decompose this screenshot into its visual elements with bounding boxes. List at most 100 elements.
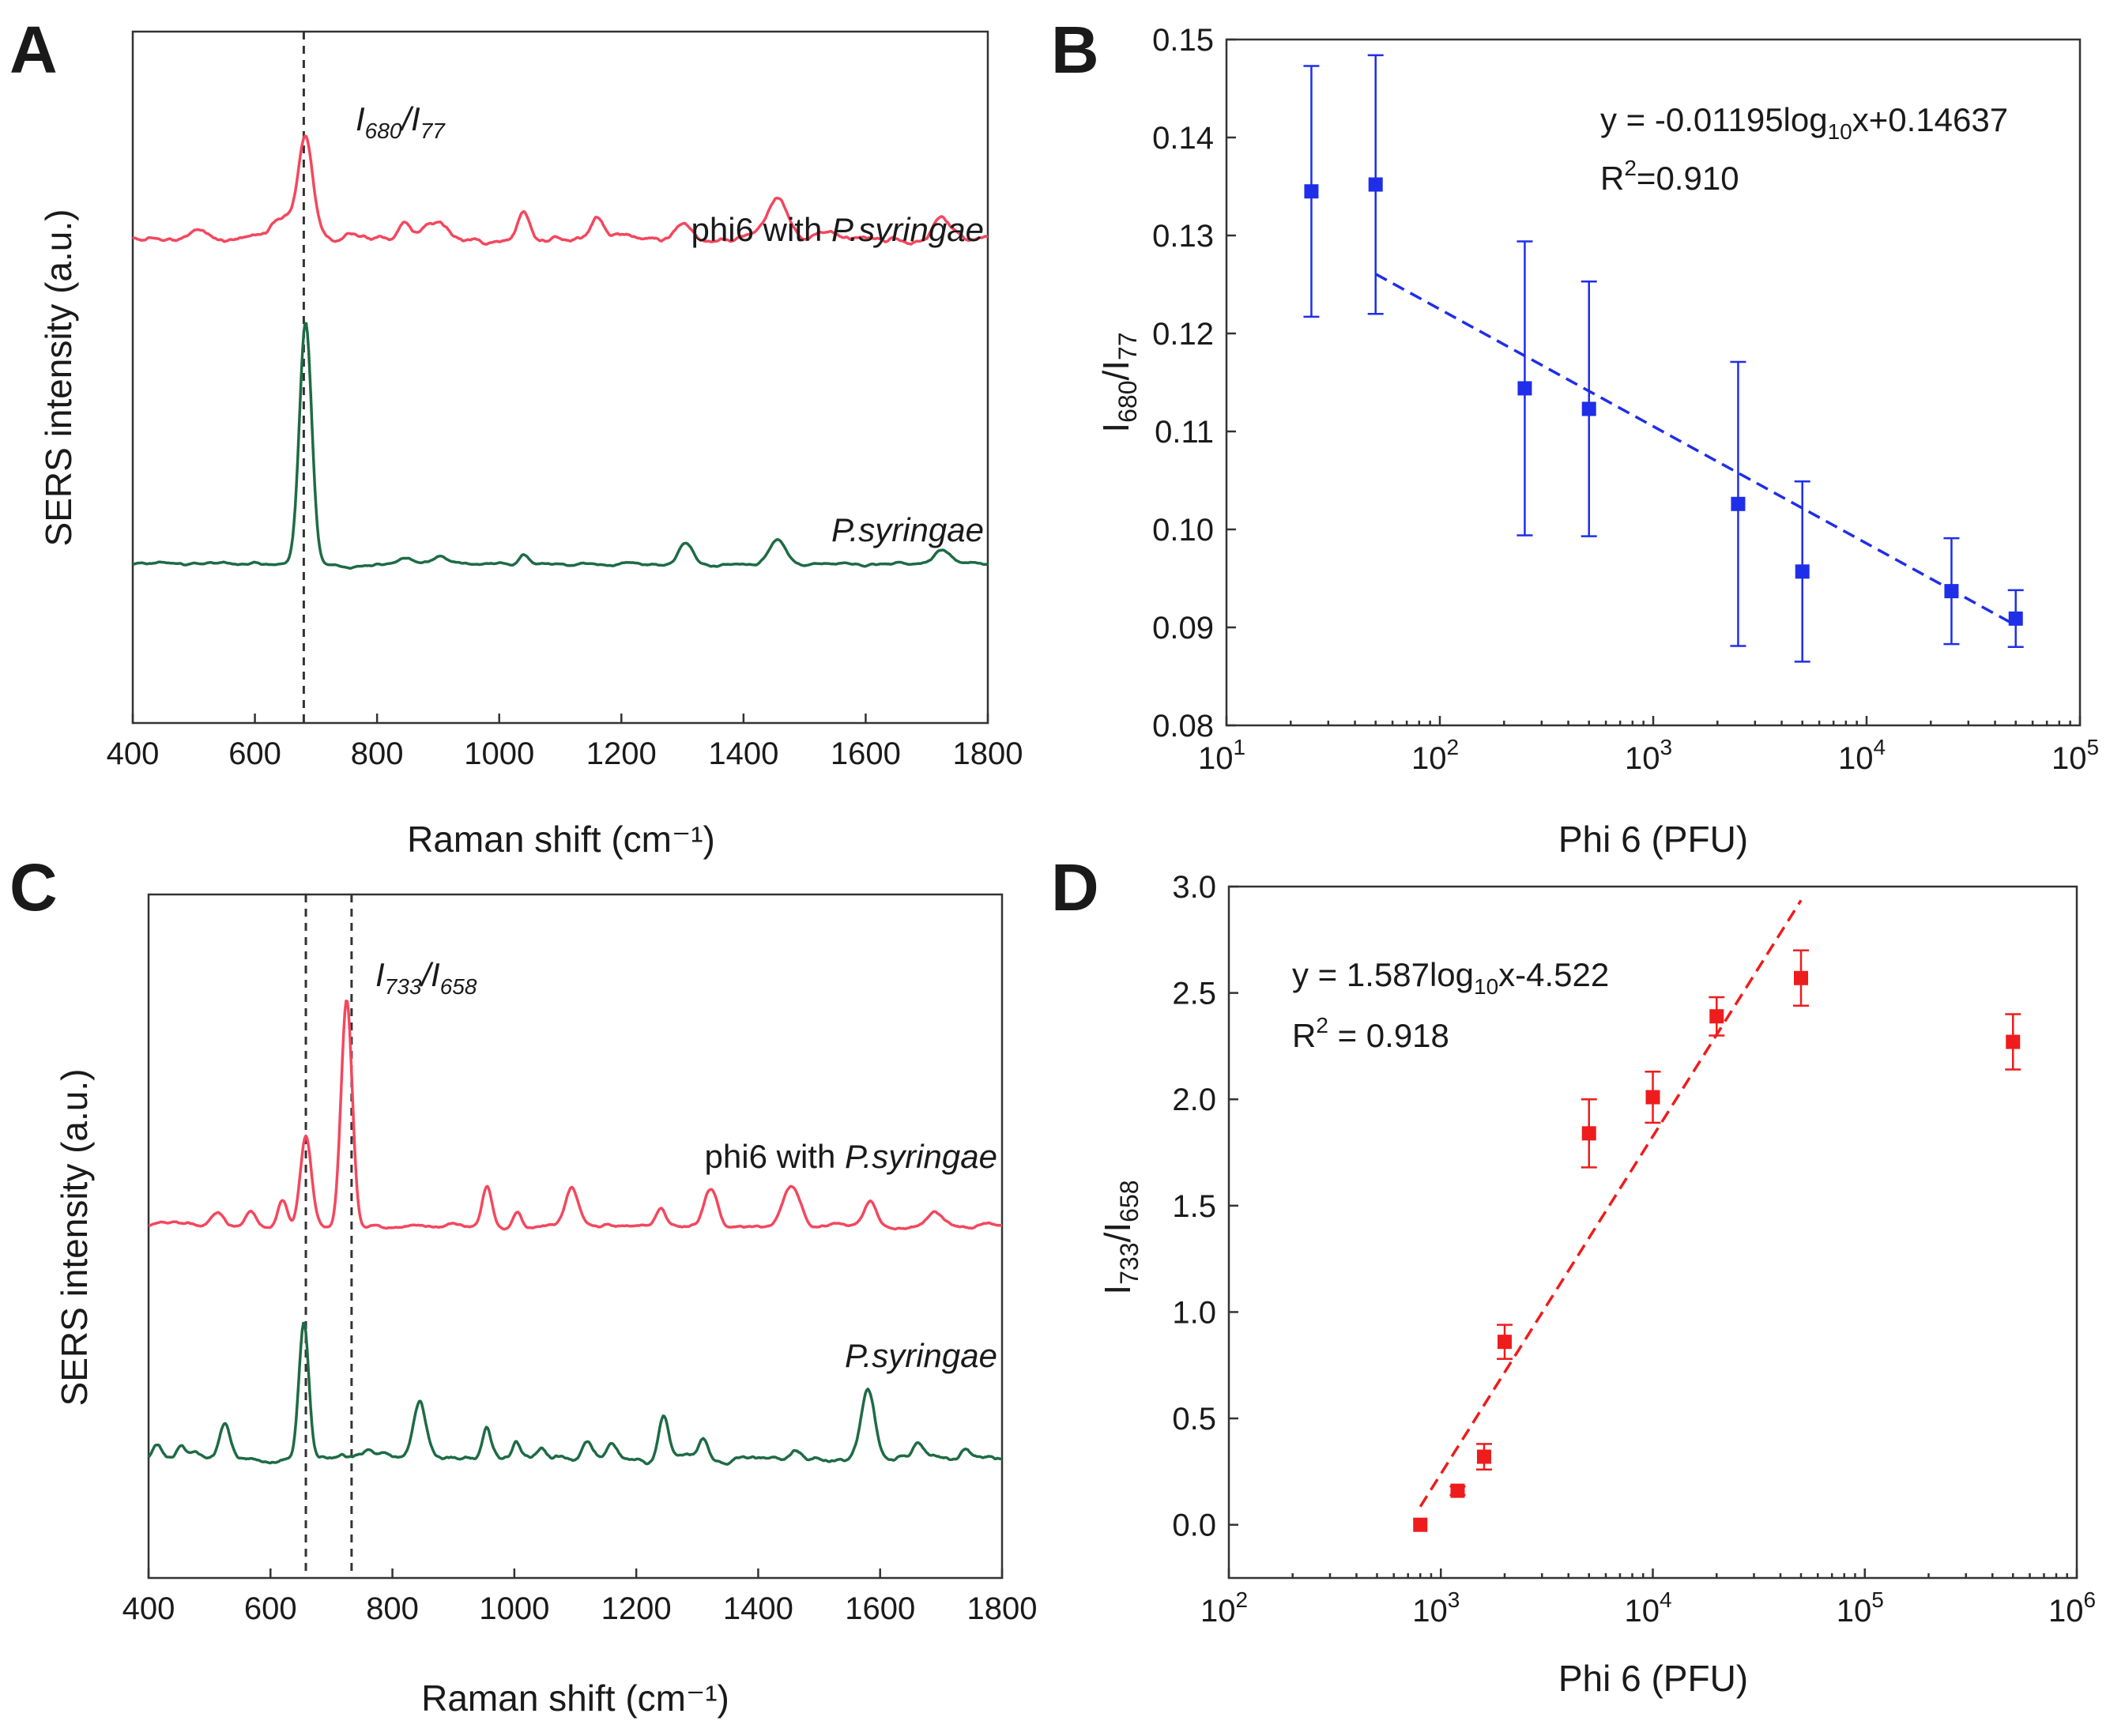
y-tick-label: 0.5 bbox=[1172, 1402, 1216, 1437]
panel-a-series-1-label: phi6 with P.syringae bbox=[691, 211, 984, 248]
data-point bbox=[1581, 401, 1596, 416]
y-tick-label: 1.0 bbox=[1172, 1295, 1216, 1330]
x-tick-label: 101 bbox=[1198, 735, 1245, 776]
panel-b-y-ticks: 0.08 0.09 0.10 0.11 0.12 0.13 0.14 0.15 bbox=[1152, 23, 1236, 744]
data-point bbox=[1795, 564, 1810, 579]
x-tick-label: 103 bbox=[1625, 735, 1672, 776]
spectrum-line-1 bbox=[148, 1000, 1003, 1231]
panel-b-x-axis-title: Phi 6 (PFU) bbox=[1558, 819, 1748, 860]
x-tick-label: 102 bbox=[1411, 735, 1459, 776]
panel-b-letter: B bbox=[1051, 13, 1099, 87]
panel-b-fit-line bbox=[1374, 273, 2017, 627]
panel-c-y-axis-title: SERS intensity (a.u.) bbox=[54, 1069, 95, 1406]
x-tick-label: 104 bbox=[1624, 1587, 1671, 1629]
panel-b-equation: y = -0.01195log10x+0.14637 bbox=[1600, 101, 2008, 144]
panel-d-x-ticks: 102 103 104 105 106 bbox=[1200, 1568, 2096, 1629]
panel-d-fit-line bbox=[1419, 899, 1803, 1508]
spectrum-line-1 bbox=[132, 134, 989, 246]
panel-d: D 0.00.51.01.52.02.53.0 102 103 104 105 106 … bbox=[1051, 850, 2096, 1699]
x-tick-label: 600 bbox=[244, 1591, 297, 1626]
y-tick-label: 0.08 bbox=[1152, 709, 1214, 744]
x-tick-label: 106 bbox=[2048, 1587, 2096, 1629]
panel-c: C 400 600 800 1000 1200 1400 1600 1800 I733/I65… bbox=[9, 850, 1037, 1719]
x-tick-label: 800 bbox=[366, 1591, 419, 1626]
data-point bbox=[1450, 1483, 1465, 1498]
data-point bbox=[1793, 970, 1808, 985]
x-tick-label: 400 bbox=[107, 736, 160, 771]
x-tick-label: 103 bbox=[1412, 1587, 1460, 1629]
x-tick-label: 102 bbox=[1200, 1587, 1248, 1629]
panel-b-y-axis-title: I680/I77 bbox=[1095, 332, 1142, 432]
panel-b: B 0.080.090.100.110.120.130.140.15 101 10… bbox=[1051, 13, 2099, 860]
y-tick-label: 0.10 bbox=[1152, 513, 1214, 548]
x-tick-label: 1800 bbox=[967, 1591, 1038, 1626]
panel-b-points bbox=[1303, 54, 2024, 663]
y-tick-label: 2.5 bbox=[1172, 977, 1216, 1011]
y-tick-label: 0.12 bbox=[1152, 317, 1214, 352]
panel-a-ratio-label: I680/I77 bbox=[356, 100, 446, 143]
x-tick-label: 1200 bbox=[586, 736, 657, 771]
y-tick-label: 0.14 bbox=[1152, 121, 1214, 156]
x-tick-label: 800 bbox=[351, 736, 404, 771]
spectrum-line-2 bbox=[147, 1321, 1003, 1466]
x-tick-label: 104 bbox=[1838, 735, 1886, 776]
panel-a: A 400 600 800 1000 1200 1400 1600 1800 I680/I77… bbox=[9, 13, 1023, 860]
panel-c-x-axis-title: Raman shift (cm⁻¹) bbox=[421, 1678, 729, 1719]
panel-a-series bbox=[132, 134, 989, 571]
x-tick-label: 400 bbox=[122, 1591, 175, 1626]
y-tick-label: 2.0 bbox=[1172, 1083, 1216, 1117]
data-point bbox=[2008, 611, 2023, 626]
regression-line bbox=[1419, 899, 1803, 1508]
data-point bbox=[1304, 184, 1319, 199]
data-point bbox=[1581, 1126, 1596, 1141]
panel-c-series-2-label: P.syringae bbox=[845, 1337, 997, 1374]
x-tick-label: 1600 bbox=[845, 1591, 915, 1626]
panel-d-r-squared: R2 = 0.918 bbox=[1292, 1013, 1449, 1054]
panel-a-x-axis-title: Raman shift (cm⁻¹) bbox=[407, 819, 715, 860]
y-tick-label: 0.09 bbox=[1152, 611, 1214, 646]
panel-d-equation: y = 1.587log10x-4.522 bbox=[1292, 956, 1609, 999]
panel-c-series-1-label: phi6 with P.syringae bbox=[705, 1138, 997, 1175]
panel-d-points bbox=[1413, 949, 2021, 1532]
data-point bbox=[1709, 1009, 1724, 1024]
panel-d-y-axis-title: I733/I658 bbox=[1097, 1180, 1144, 1294]
panel-c-series bbox=[147, 1000, 1003, 1466]
y-tick-label: 0.0 bbox=[1172, 1508, 1216, 1543]
panel-c-frame bbox=[147, 893, 1004, 1580]
panel-a-x-ticks: 400 600 800 1000 1200 1400 1600 1800 bbox=[107, 714, 1023, 771]
x-tick-label: 105 bbox=[1837, 1587, 1884, 1629]
panel-c-x-ticks: 400 600 800 1000 1200 1400 1600 1800 bbox=[122, 1568, 1038, 1626]
x-tick-label: 1400 bbox=[723, 1591, 793, 1626]
data-point bbox=[1477, 1449, 1492, 1464]
data-point bbox=[1498, 1335, 1513, 1350]
data-point bbox=[1517, 381, 1532, 396]
y-tick-label: 0.11 bbox=[1155, 415, 1214, 450]
spectrum-line-2 bbox=[132, 322, 989, 571]
panel-c-ratio-label: I733/I658 bbox=[375, 956, 477, 999]
panel-d-x-axis-title: Phi 6 (PFU) bbox=[1558, 1658, 1748, 1699]
x-tick-label: 1000 bbox=[464, 736, 534, 771]
panel-d-y-ticks: 0.0 0.5 1.0 1.5 2.0 2.5 3.0 bbox=[1172, 870, 1238, 1543]
x-tick-label: 1200 bbox=[601, 1591, 672, 1626]
data-point bbox=[1368, 177, 1383, 192]
panel-b-x-ticks: 101 102 103 104 105 bbox=[1198, 716, 2099, 776]
x-tick-label: 1000 bbox=[479, 1591, 549, 1626]
panel-a-letter: A bbox=[9, 13, 58, 87]
panel-a-series-2-label: P.syringae bbox=[831, 511, 984, 548]
data-point bbox=[1731, 496, 1746, 511]
x-tick-label: 105 bbox=[2052, 735, 2099, 776]
panel-a-y-axis-title: SERS intensity (a.u.) bbox=[38, 209, 79, 547]
x-tick-label: 600 bbox=[228, 736, 281, 771]
y-tick-label: 1.5 bbox=[1172, 1189, 1216, 1224]
panel-c-marker-lines bbox=[304, 894, 353, 1578]
data-point bbox=[1413, 1517, 1428, 1532]
y-tick-label: 0.13 bbox=[1152, 219, 1214, 254]
panel-b-r-squared: R2=0.910 bbox=[1600, 156, 1739, 197]
x-tick-label: 1600 bbox=[831, 736, 901, 771]
regression-line bbox=[1374, 273, 2017, 627]
data-point bbox=[2006, 1034, 2021, 1049]
y-tick-label: 3.0 bbox=[1172, 870, 1216, 905]
y-tick-label: 0.15 bbox=[1152, 23, 1214, 58]
data-point bbox=[1944, 584, 1959, 599]
